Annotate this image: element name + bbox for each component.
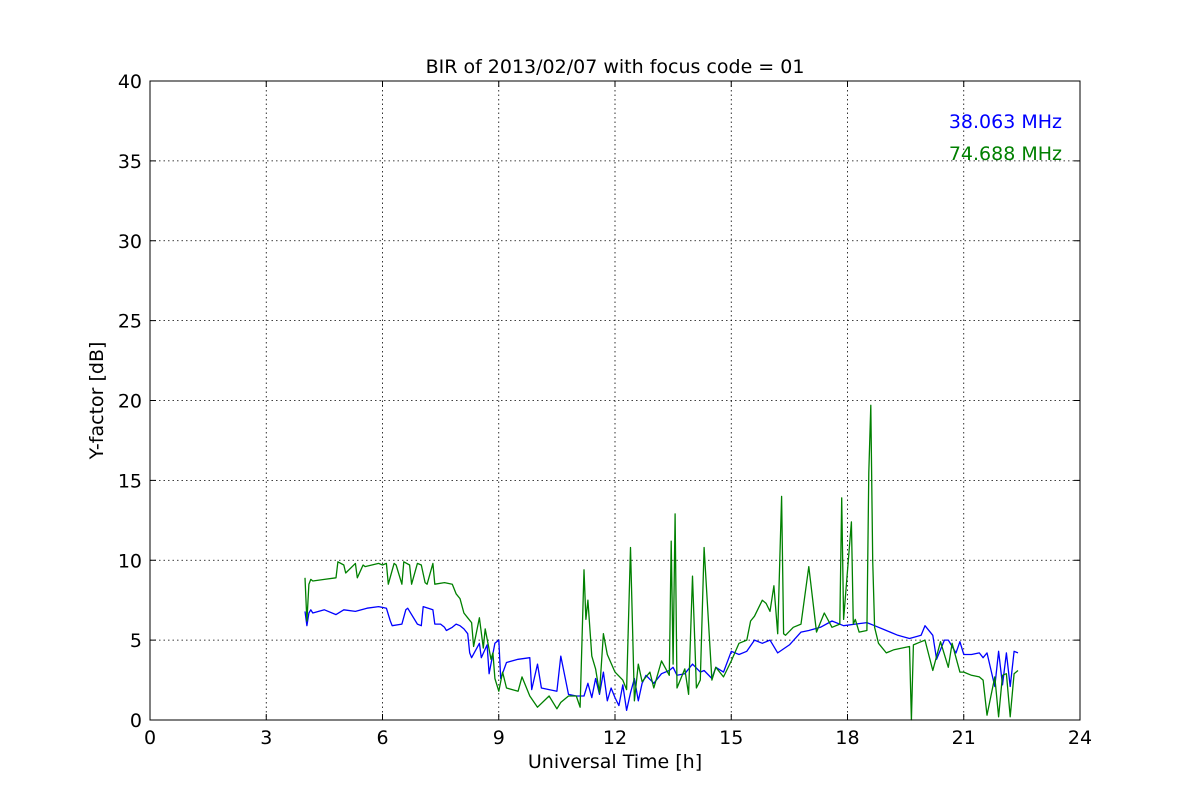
legend-entry-38-063-mhz: 38.063 MHz	[949, 111, 1062, 133]
y-tick-label: 30	[118, 231, 142, 253]
x-tick-label: 12	[603, 727, 627, 749]
y-tick-label: 25	[118, 311, 142, 333]
x-tick-label: 24	[1068, 727, 1092, 749]
ticks: 0 3 6 9 12 15 18 21 24 0 5 10 15 20 25 30 35 40	[118, 71, 1092, 749]
y-tick-label: 0	[130, 710, 142, 732]
x-tick-label: 0	[144, 727, 156, 749]
grid	[150, 81, 1080, 720]
series-line-38-063-mhz	[304, 605, 1019, 712]
x-tick-label: 21	[952, 727, 976, 749]
x-tick-label: 18	[835, 727, 859, 749]
x-tick-label: 3	[260, 727, 272, 749]
series-layer	[304, 404, 1019, 721]
y-tick-label: 15	[118, 470, 142, 492]
legend-entry-74-688-mhz: 74.688 MHz	[949, 143, 1062, 165]
y-axis-label: Y-factor [dB]	[86, 342, 108, 461]
x-tick-label: 6	[376, 727, 388, 749]
y-tick-label: 40	[118, 71, 142, 93]
y-tick-label: 35	[118, 151, 142, 173]
x-tick-label: 15	[719, 727, 743, 749]
y-tick-label: 10	[118, 550, 142, 572]
x-axis-label: Universal Time [h]	[528, 751, 702, 773]
legend: 38.063 MHz 74.688 MHz	[949, 111, 1062, 165]
y-tick-label: 5	[130, 630, 142, 652]
chart-title: BIR of 2013/02/07 with focus code = 01	[426, 56, 805, 78]
y-tick-label: 20	[118, 391, 142, 413]
x-tick-label: 9	[493, 727, 505, 749]
series-line-74-688-mhz	[304, 404, 1019, 721]
